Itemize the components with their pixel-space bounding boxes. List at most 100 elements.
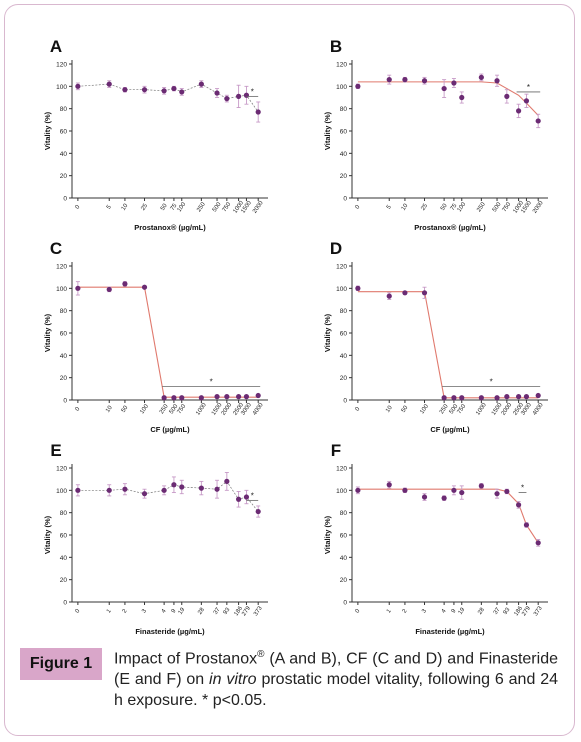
figure-badge: Figure 1: [20, 648, 102, 680]
data-point: [243, 494, 250, 500]
data-point: [494, 78, 500, 84]
caption-text: Impact of Prostanox® (A and B), CF (C an…: [114, 644, 558, 711]
data-point: [504, 394, 510, 400]
y-axis-title: Vitality (%): [43, 313, 52, 352]
data-point: [224, 96, 230, 102]
data-point: [535, 540, 541, 546]
significance-star: *: [210, 378, 213, 387]
data-point: [179, 484, 185, 490]
data-point: [459, 489, 465, 496]
data-point: [523, 98, 530, 104]
data-point: [243, 394, 250, 400]
data-point: [478, 395, 484, 401]
data-point: [236, 93, 242, 99]
y-tick-label: 80: [340, 308, 348, 315]
caption-italic: in vitro: [209, 671, 257, 689]
data-point: [161, 88, 167, 94]
fit-curve: [357, 291, 539, 399]
x-tick-label: 500: [492, 201, 503, 213]
data-point: [402, 290, 408, 296]
data-point: [494, 491, 500, 497]
y-tick-label: 120: [56, 62, 67, 69]
x-axis-title: Finasteride (µg/mL): [415, 627, 485, 636]
y-tick-label: 20: [340, 577, 348, 584]
x-axis-title: CF (µg/mL): [150, 425, 190, 434]
x-tick-label: 0: [355, 406, 362, 413]
x-tick-label: 373: [253, 605, 264, 617]
data-point: [516, 394, 522, 400]
data-point: [451, 80, 457, 86]
data-point: [224, 394, 230, 400]
data-point: [106, 487, 112, 493]
data-point: [355, 487, 361, 493]
y-axis-title: Vitality (%): [43, 515, 52, 554]
x-tick-label: 37: [493, 606, 502, 615]
y-tick-label: 120: [336, 62, 347, 69]
data-point: [459, 395, 465, 401]
x-tick-label: 750: [222, 201, 233, 213]
x-axis-title: Prostanox® (µg/mL): [134, 223, 206, 232]
x-tick-label: 9: [451, 608, 458, 615]
data-point: [355, 83, 361, 89]
x-tick-label: 100: [457, 201, 468, 213]
x-tick-label: 500: [449, 403, 460, 415]
data-point: [459, 94, 465, 101]
x-tick-label: 5: [386, 204, 393, 211]
x-tick-label: 2000: [252, 200, 265, 215]
data-point: [504, 488, 510, 495]
x-tick-label: 373: [533, 605, 544, 617]
data-point: [214, 90, 220, 96]
data-point: [198, 485, 204, 491]
data-point: [478, 74, 484, 80]
x-tick-label: 5: [106, 204, 113, 211]
x-tick-label: 2000: [221, 402, 234, 417]
y-tick-label: 40: [60, 555, 68, 562]
x-tick-label: 250: [476, 201, 487, 213]
fit-curve: [357, 81, 539, 116]
data-point: [421, 494, 428, 500]
fit-curve: [357, 488, 539, 544]
x-tick-label: 4000: [252, 402, 265, 417]
x-tick-label: 250: [196, 201, 207, 213]
data-point: [141, 87, 148, 93]
x-tick-label: 0: [355, 204, 362, 211]
x-tick-label: 28: [197, 606, 206, 615]
significance-star: *: [527, 83, 530, 92]
x-tick-label: 50: [401, 404, 410, 413]
x-tick-label: 500: [169, 403, 180, 415]
y-tick-label: 20: [60, 577, 68, 584]
x-tick-label: 100: [139, 403, 150, 415]
data-point: [179, 89, 185, 95]
y-tick-label: 40: [340, 555, 348, 562]
panel-a-chart: A 0 20 40 60 80 100 120 0 5 10 25 50 75 100 250 500 750 10…: [20, 30, 280, 232]
data-point: [516, 108, 522, 114]
x-tick-label: 0: [355, 608, 362, 615]
y-tick-label: 20: [340, 375, 348, 382]
y-tick-label: 80: [60, 106, 68, 113]
x-tick-label: 93: [503, 606, 512, 615]
data-point: [516, 502, 522, 508]
x-tick-label: 1: [386, 608, 393, 615]
data-point: [236, 496, 242, 502]
caption-registered-mark: ®: [257, 649, 265, 660]
x-tick-label: 0: [75, 204, 82, 211]
data-point: [106, 286, 112, 293]
data-point: [402, 487, 408, 493]
panel-label: F: [331, 441, 341, 460]
data-point: [421, 78, 428, 84]
x-tick-label: 4: [161, 608, 168, 615]
data-point: [451, 487, 457, 493]
data-point: [171, 85, 177, 92]
x-tick-label: 1000: [475, 402, 488, 417]
data-point: [355, 285, 361, 291]
y-tick-label: 40: [340, 353, 348, 360]
y-tick-label: 120: [56, 466, 67, 473]
data-point: [75, 285, 81, 291]
x-tick-label: 10: [401, 202, 410, 211]
caption-part-3: prostatic model vitality, following 6 an…: [114, 671, 558, 710]
panel-label: B: [330, 37, 342, 56]
x-tick-label: 4000: [532, 402, 545, 417]
